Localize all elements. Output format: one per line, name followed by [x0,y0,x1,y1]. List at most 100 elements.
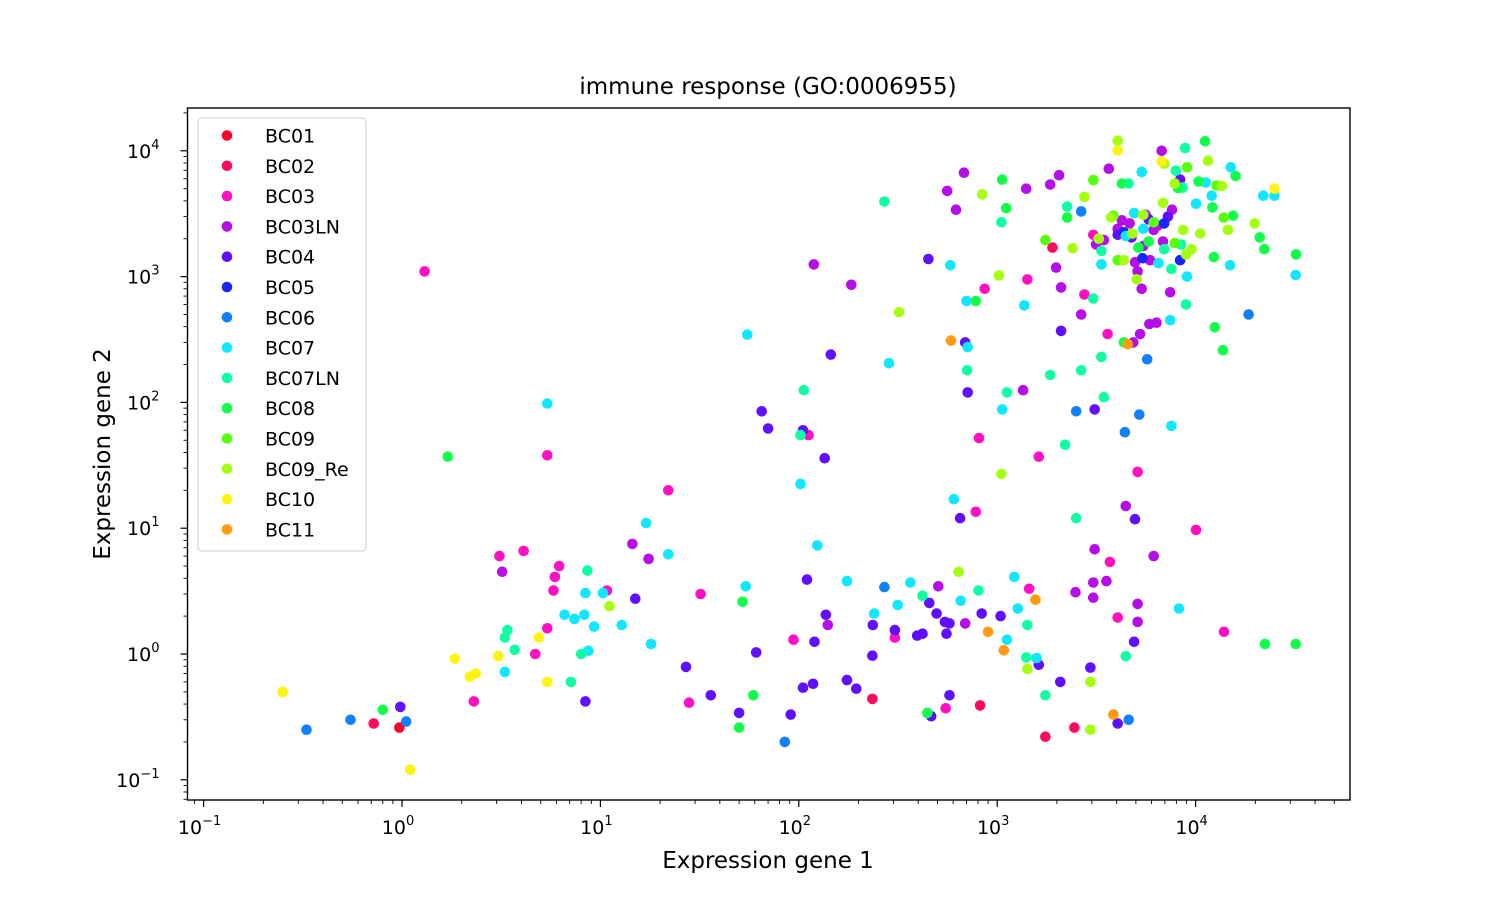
point-bc07-24 [945,260,956,271]
point-bc07ln-24 [1098,391,1110,403]
y-tick-label-0: 10−1 [116,767,159,792]
point-bc08-2 [737,596,748,608]
point-bc07-2 [663,549,674,560]
point-bc08-9 [1061,212,1073,223]
point-bc03ln-35 [1053,169,1065,181]
point-bc07-39 [1173,603,1185,614]
point-bc04-20 [924,597,935,609]
point-bc08-0 [442,451,454,463]
point-bc07-35 [1138,223,1149,235]
point-bc03ln-34 [1103,163,1115,174]
point-bc04-45 [1089,404,1100,415]
legend-marker-bc01 [221,130,233,141]
legend: BC01 BC02 BC03 BC03LN BC04 BC05 BC06 BC07 BC07LN… [197,117,367,552]
point-bc08-21 [1230,170,1241,182]
point-bc03-10 [530,648,541,660]
point-bc07-45 [1224,260,1236,271]
point-bc06-1 [345,714,356,726]
chart-title: immune response (GO:0006955) [579,74,956,100]
point-bc09_re-6 [1022,663,1033,675]
point-bc07ln-25 [1096,245,1107,257]
legend-marker-bc10 [221,493,233,505]
point-bc07ln-22 [1088,293,1099,304]
point-bc07ln-5 [582,565,593,576]
point-bc03ln-26 [1136,283,1147,295]
x-tick-label-4: 103 [977,814,1009,839]
point-bc04-42 [962,387,973,398]
point-bc04-12 [820,609,832,621]
point-bc09_re-22 [1194,228,1206,239]
point-bc09-3 [1088,174,1099,186]
point-bc07-37 [1164,314,1176,326]
point-bc09-5 [1169,237,1180,249]
point-bc03ln-37 [1020,183,1032,194]
point-bc08-14 [1193,176,1204,187]
point-bc07-29 [1009,571,1020,583]
point-bc07-22 [948,493,960,505]
point-bc03-29 [1132,466,1143,478]
point-bc11-3 [1030,594,1041,605]
point-bc09_re-14 [1127,228,1138,239]
point-bc09_re-18 [1169,178,1180,189]
point-bc03ln-8 [1120,500,1132,512]
point-bc03-23 [1023,583,1035,595]
point-bc03ln-9 [1148,550,1159,562]
point-bc07-15 [795,478,806,490]
point-bc07-20 [892,599,903,611]
point-bc07-34 [1128,207,1140,219]
x-axis-label: Expression gene 1 [662,848,874,874]
point-bc10-2 [449,653,461,664]
points-layer [277,135,1302,776]
point-bc06-11 [1075,206,1087,217]
point-bc11-4 [1108,709,1119,720]
plot-frame [186,107,1351,801]
point-bc08-19 [1217,344,1229,356]
legend-label-bc09_re: BC09_Re [265,459,349,481]
point-bc07-10 [645,638,657,650]
point-bc04-19 [917,628,928,639]
point-bc11-5 [1122,338,1133,350]
point-bc09_re-11 [1093,233,1105,244]
legend-marker-bc09_re [221,463,233,475]
point-bc10-8 [1112,145,1123,156]
point-bc03ln-48 [1116,215,1128,226]
point-bc09_re-2 [976,189,988,200]
point-bc07ln-8 [879,196,890,207]
x-tick-label-0: 10−1 [178,814,221,839]
point-bc07-40 [1181,271,1193,282]
legend-label-bc08: BC08 [265,398,315,420]
point-bc07-26 [962,341,973,353]
legend-label-bc01: BC01 [265,126,315,148]
point-bc07-8 [597,587,609,599]
point-bc07-50 [1096,259,1107,270]
point-bc07-6 [580,587,591,599]
point-bc09_re-13 [1118,254,1130,266]
point-bc08-18 [1209,322,1221,333]
point-bc06-9 [1141,354,1153,365]
legend-marker-bc09 [221,433,233,444]
point-bc07ln-6 [795,429,806,441]
point-bc07-5 [579,609,590,621]
point-bc08-20 [1227,210,1239,221]
point-bc04-5 [733,707,745,719]
point-bc06-7 [1134,409,1145,420]
point-bc09_re-17 [1157,197,1169,209]
point-bc02-3 [1047,242,1058,253]
point-bc07-49 [1136,166,1147,178]
point-bc07-17 [841,575,853,587]
point-bc03-21 [1022,274,1033,285]
point-bc09_re-12 [1112,135,1123,147]
point-bc06-8 [1123,714,1134,726]
point-bc03-3 [518,545,529,557]
point-bc04-32 [1112,718,1123,729]
legend-marker-bc11 [221,524,233,535]
point-bc07ln-18 [1059,439,1071,451]
point-bc03ln-17 [1017,384,1029,396]
point-bc03-20 [970,506,982,518]
point-bc09_re-4 [996,468,1007,480]
point-bc07-12 [499,666,511,678]
point-bc03-12 [683,697,695,708]
legend-label-bc07ln: BC07LN [265,368,340,390]
point-bc07ln-19 [1061,201,1073,212]
